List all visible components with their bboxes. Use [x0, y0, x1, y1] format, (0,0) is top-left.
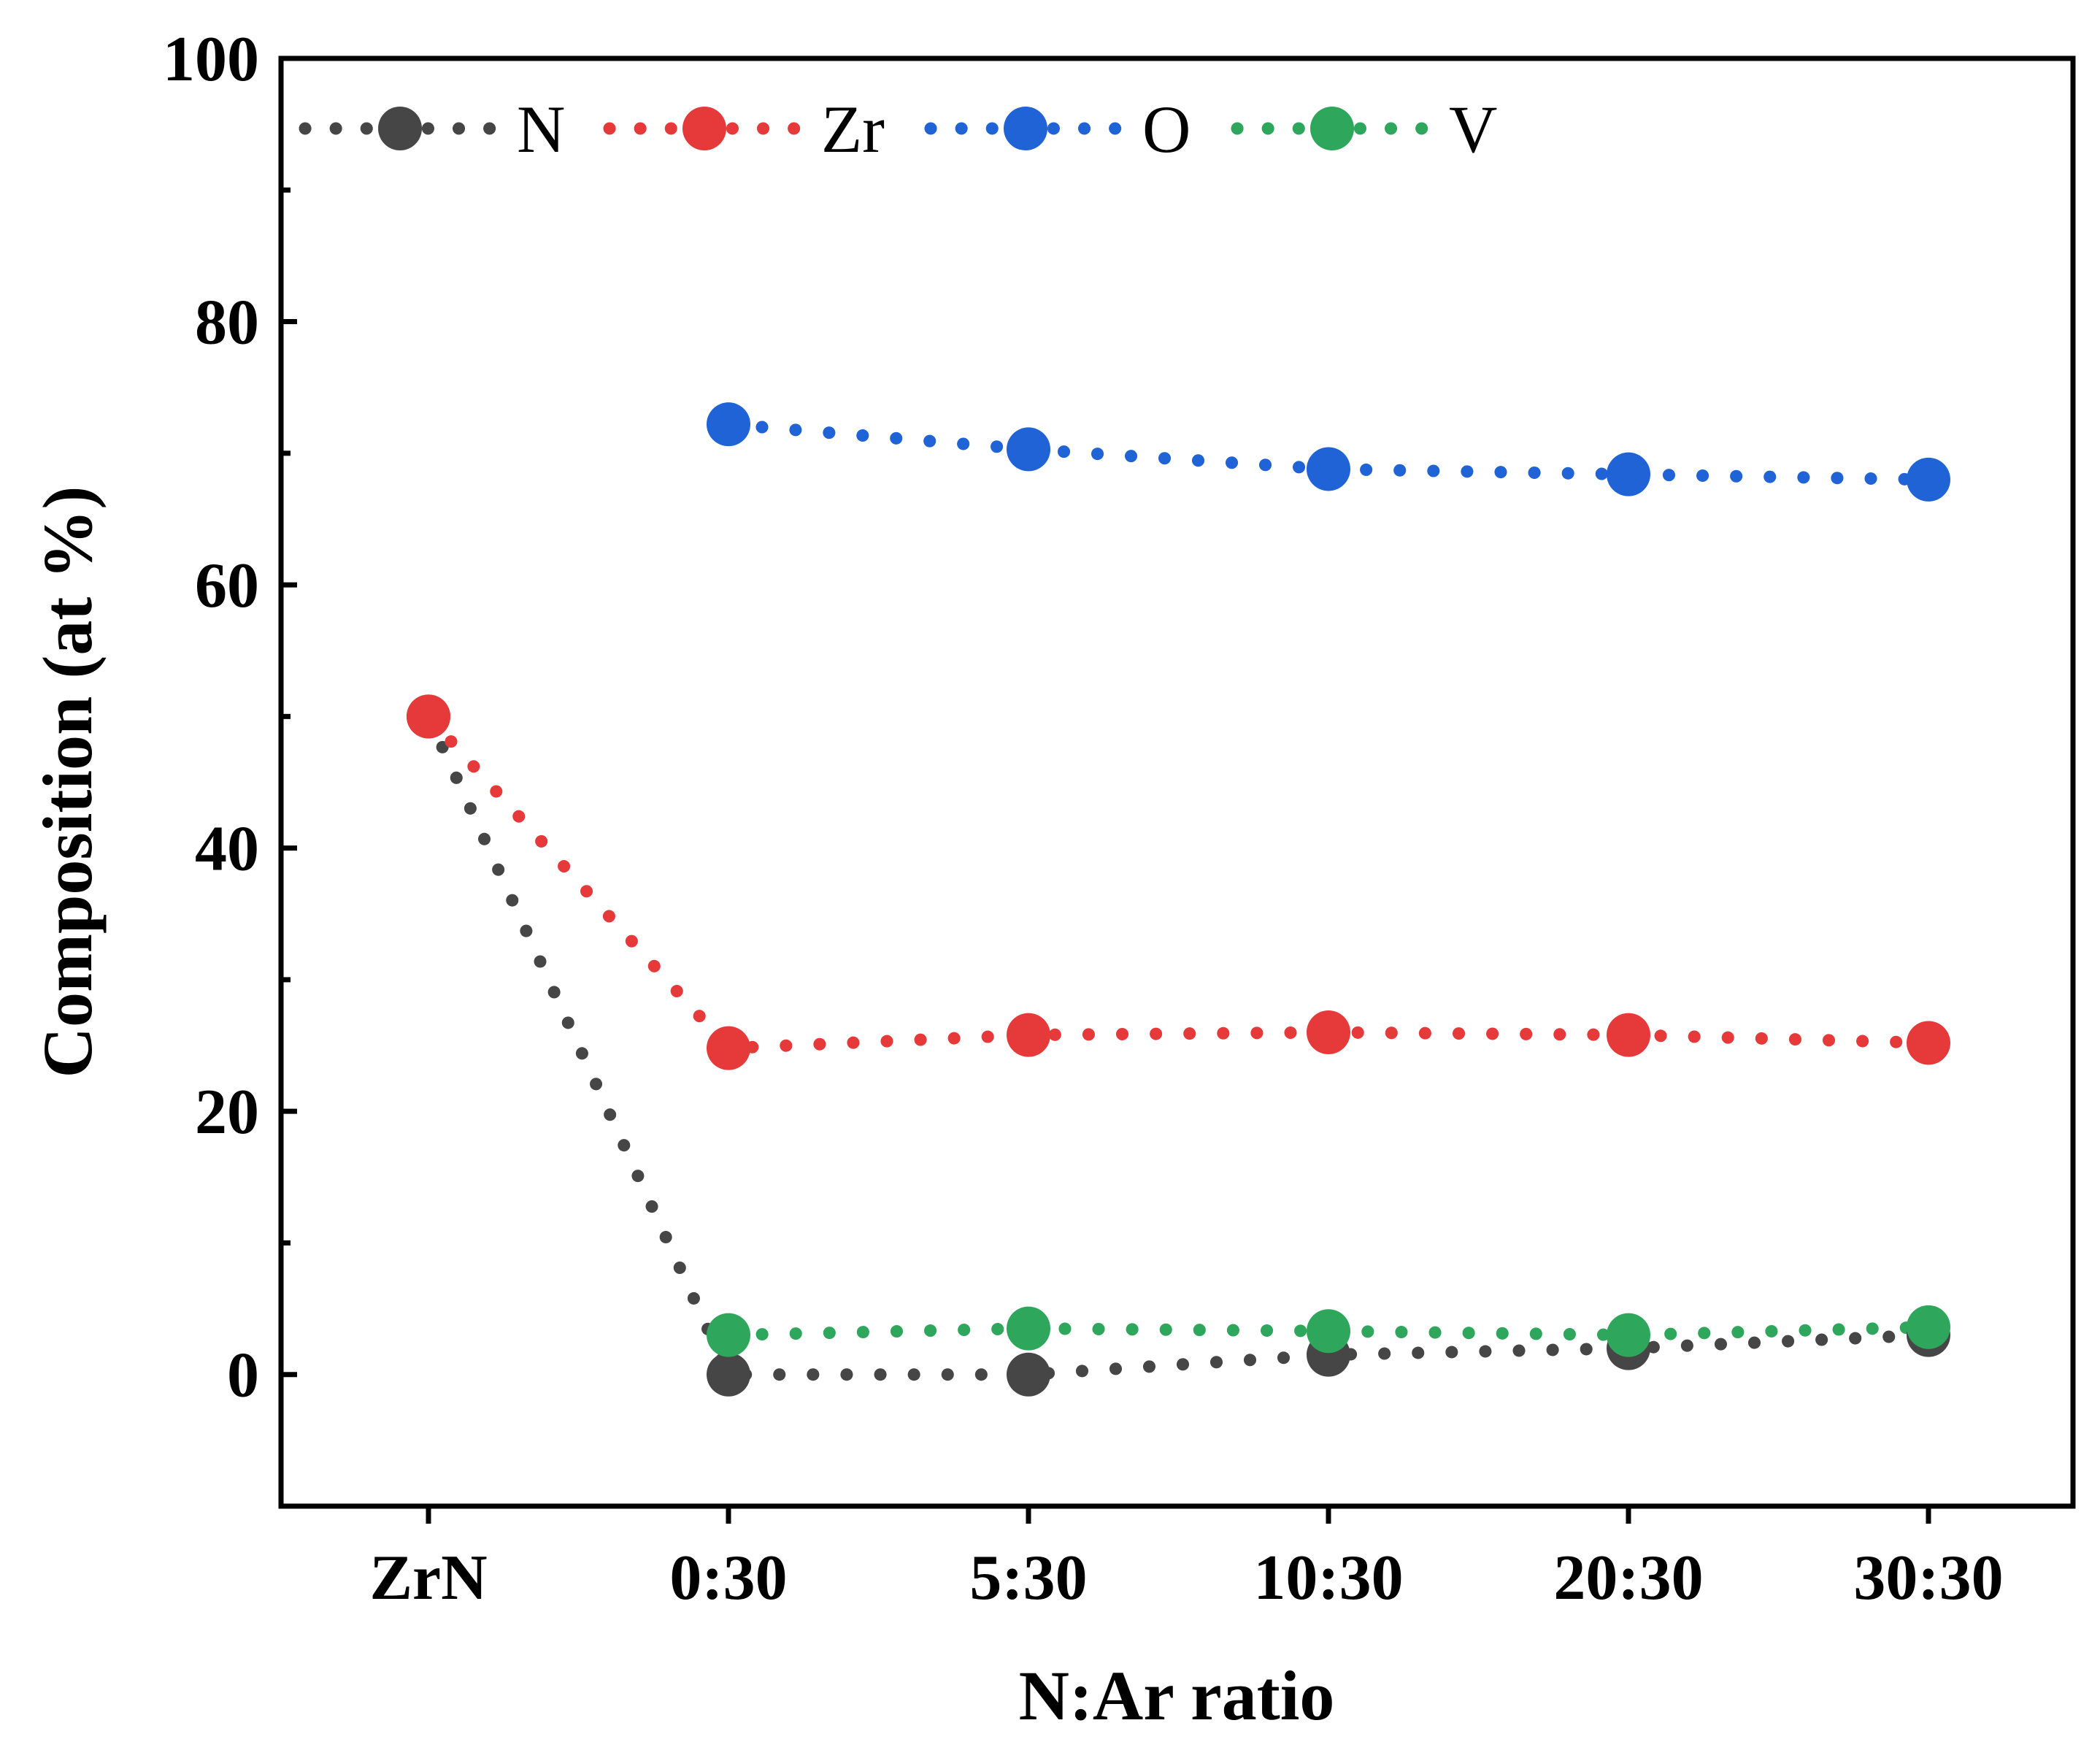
- legend-marker-v: [1310, 107, 1354, 150]
- legend-marker-n: [378, 107, 422, 150]
- data-point-zr: [1007, 1013, 1050, 1057]
- data-point-zr: [1307, 1010, 1350, 1055]
- legend-marker-o: [1004, 107, 1047, 150]
- x-tick-label: 20:30: [1553, 1543, 1703, 1613]
- data-marks: [407, 402, 1950, 1397]
- y-tick-label: 20: [195, 1077, 259, 1148]
- data-point-o: [1607, 452, 1650, 496]
- legend-label: O: [1142, 92, 1191, 166]
- data-point-v: [1607, 1313, 1650, 1357]
- y-axis-title: Composition (at %): [28, 486, 107, 1078]
- legend-item-o: O: [924, 92, 1191, 166]
- y-tick-label: 60: [195, 550, 259, 621]
- x-tick-label: 10:30: [1253, 1543, 1403, 1613]
- data-point-o: [1307, 447, 1350, 491]
- data-point-o: [1907, 457, 1950, 502]
- x-tick-label: ZrN: [369, 1543, 487, 1613]
- data-point-zr: [707, 1026, 750, 1070]
- data-point-v: [707, 1313, 750, 1357]
- x-axis-title: N:Ar ratio: [1019, 1657, 1335, 1735]
- data-point-zr: [1607, 1013, 1650, 1057]
- y-tick-label: 40: [195, 814, 259, 885]
- data-point-o: [707, 402, 750, 447]
- data-point-n: [707, 1352, 750, 1397]
- y-tick-label: 80: [195, 288, 259, 358]
- legend-marker-zr: [682, 107, 726, 150]
- data-point-v: [1907, 1305, 1950, 1349]
- y-tick-label: 100: [163, 24, 259, 95]
- data-point-n: [1007, 1352, 1050, 1397]
- legend-label: N: [517, 92, 565, 166]
- series-line-zr: [422, 710, 1935, 1055]
- data-point-zr: [1907, 1021, 1950, 1065]
- data-point-zr: [407, 694, 450, 739]
- y-tick-label: 0: [227, 1340, 259, 1411]
- x-tick-label: 5:30: [969, 1543, 1087, 1613]
- data-point-v: [1007, 1306, 1050, 1351]
- x-tick-label: 0:30: [669, 1543, 787, 1613]
- data-point-o: [1007, 427, 1050, 472]
- legend-item-zr: Zr: [603, 92, 885, 166]
- legend-label: V: [1449, 92, 1497, 166]
- data-point-v: [1307, 1309, 1350, 1354]
- plot-frame: [278, 55, 2076, 1509]
- legend-item-n: N: [299, 92, 565, 166]
- legend-item-v: V: [1231, 92, 1497, 166]
- series-line-n: [422, 710, 1935, 1381]
- legend-label: Zr: [821, 92, 885, 166]
- legend: N Zr O V: [299, 92, 1497, 166]
- x-tick-label: 30:30: [1853, 1543, 2003, 1613]
